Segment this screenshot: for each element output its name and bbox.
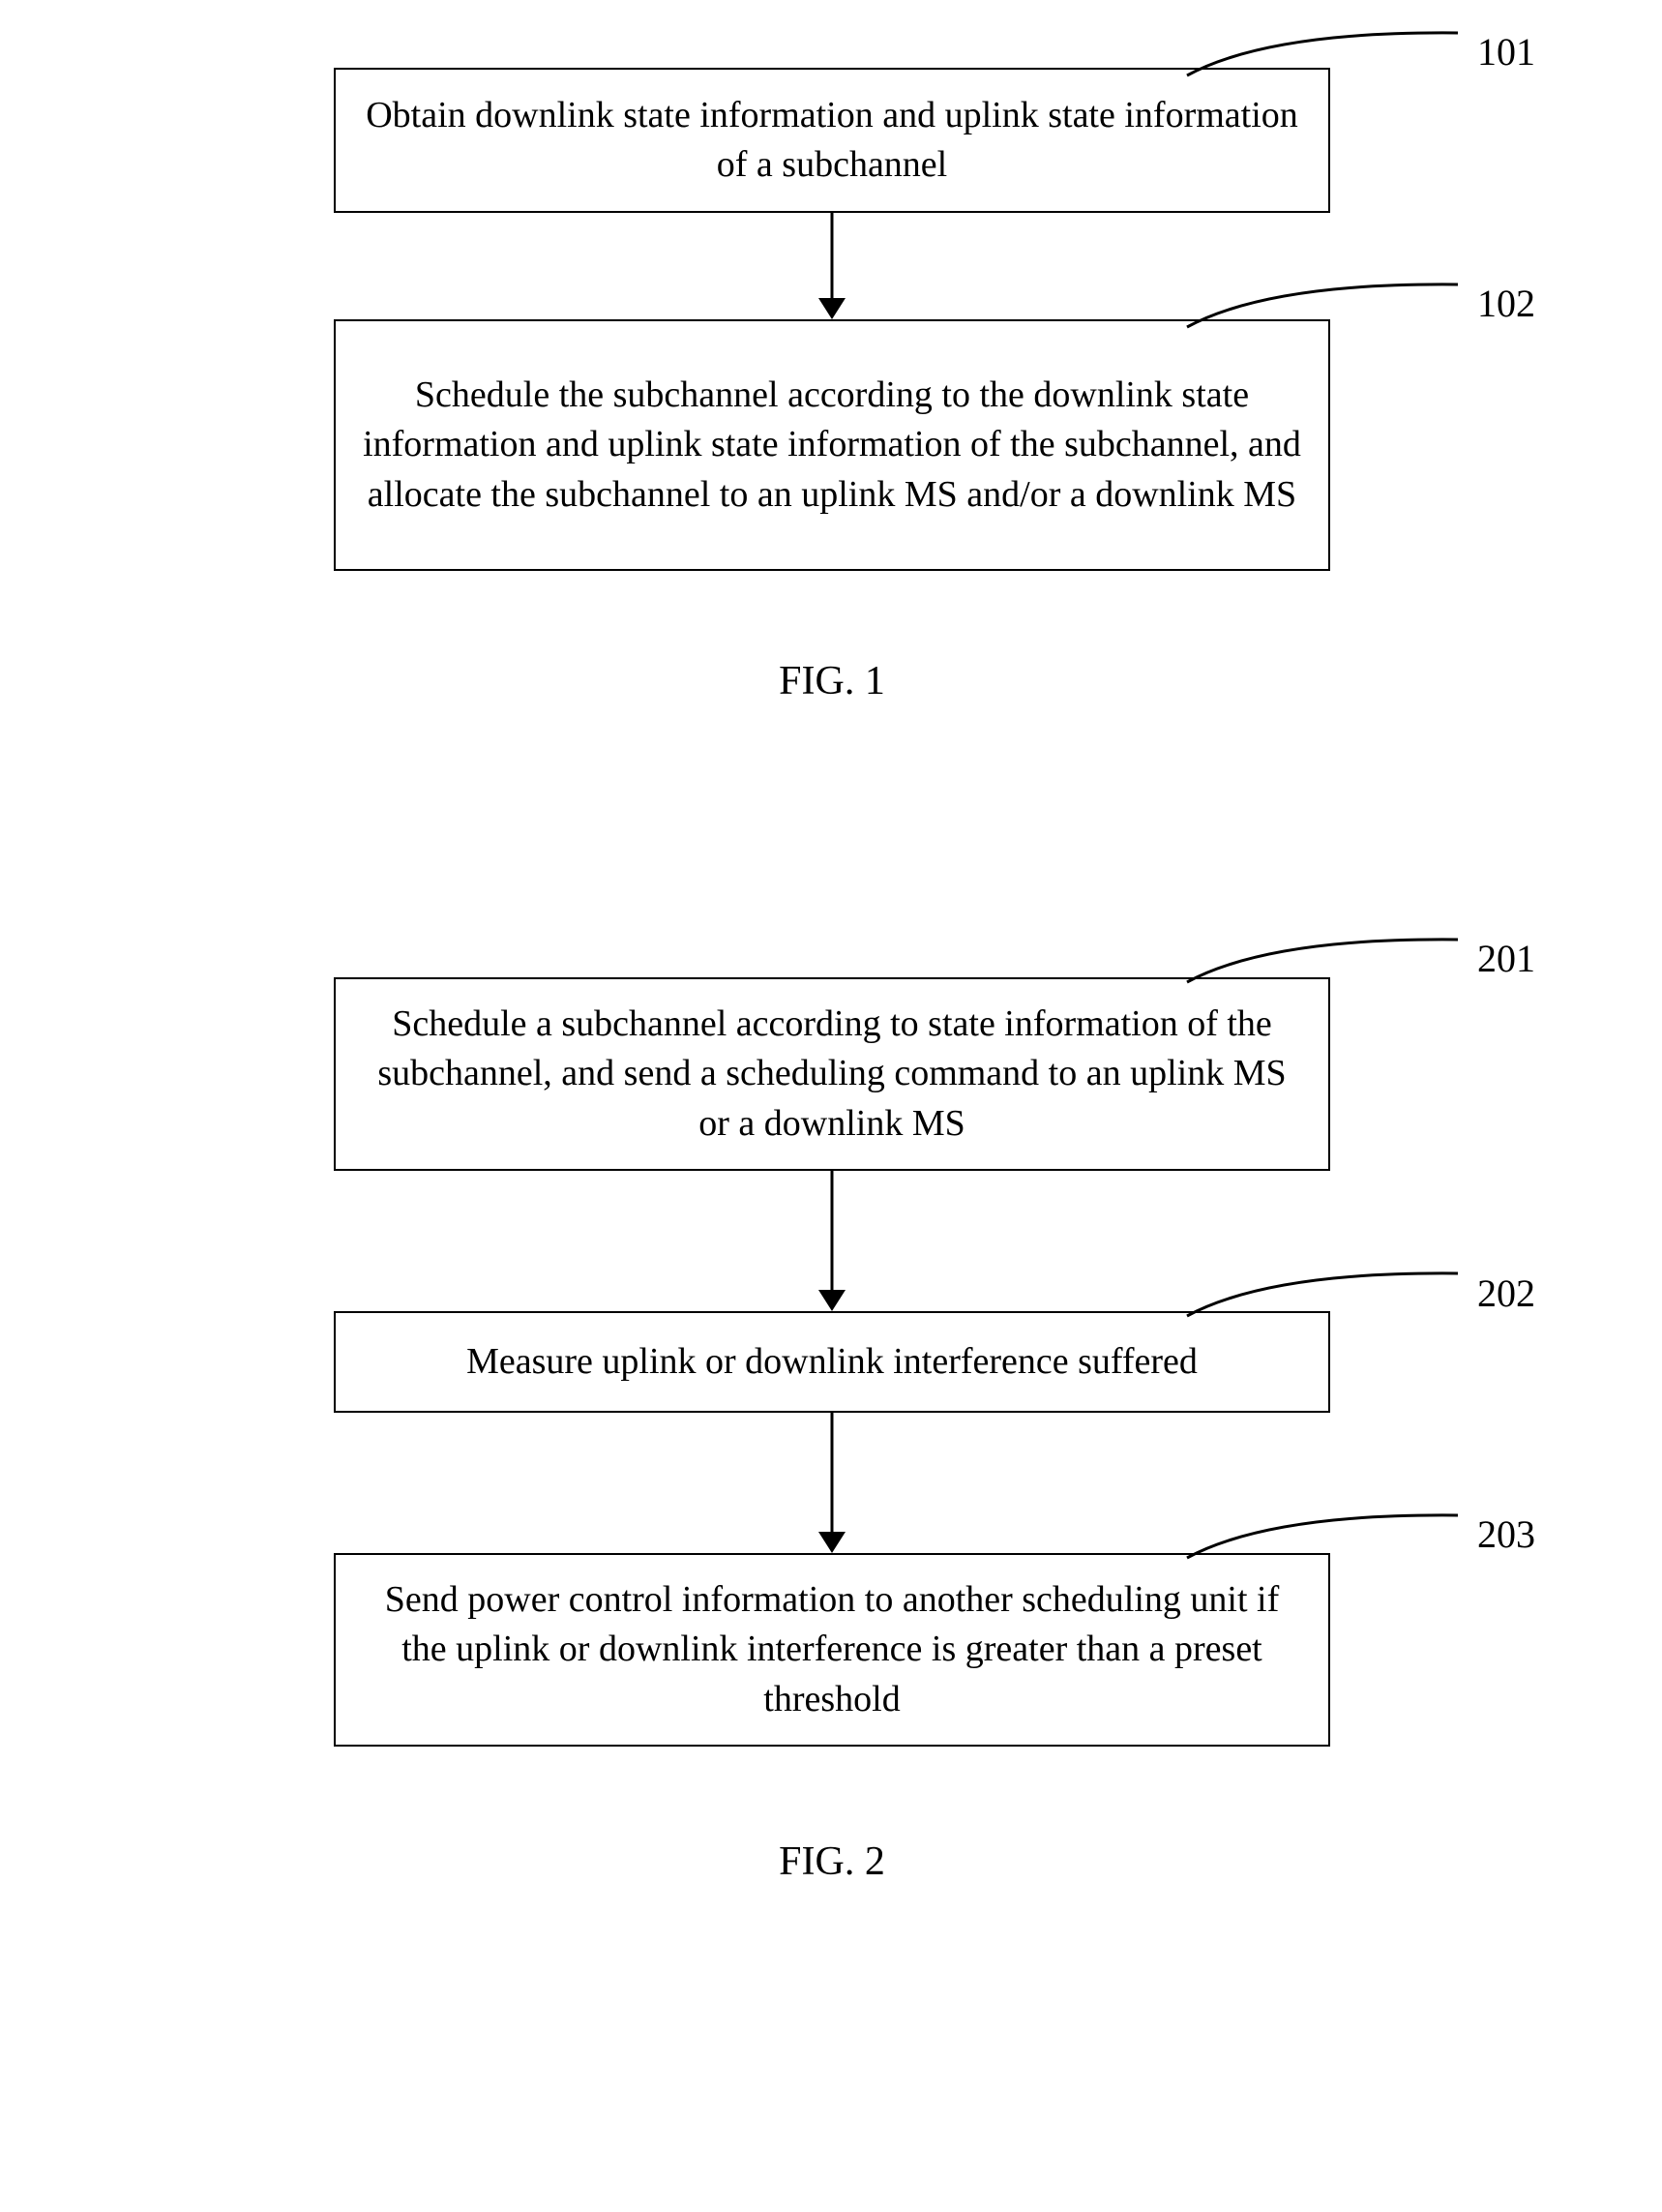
arrow-line-icon (831, 1171, 834, 1294)
figure-2-caption: FIG. 2 (779, 1838, 885, 1885)
connector-101-102 (813, 213, 851, 319)
flowchart-node-102: Schedule the subchannel according to the… (334, 319, 1330, 571)
callout-curve-icon (1182, 19, 1492, 87)
callout-curve-icon (1182, 1260, 1492, 1328)
arrow-head-icon (818, 1290, 846, 1311)
figure-1-container: Obtain downlink state information and up… (174, 68, 1490, 704)
callout-201-label: 201 (1477, 936, 1535, 981)
node-102-text: Schedule the subchannel according to the… (359, 371, 1305, 520)
node-202-text: Measure uplink or downlink interference … (466, 1337, 1198, 1387)
callout-101-label: 101 (1477, 29, 1535, 75)
callout-curve-icon (1182, 926, 1492, 994)
figure-1-caption: FIG. 1 (779, 658, 885, 704)
callout-202-label: 202 (1477, 1270, 1535, 1316)
flowchart-node-202: Measure uplink or downlink interference … (334, 1311, 1330, 1413)
callout-curve-icon (1182, 271, 1492, 339)
callout-102-label: 102 (1477, 281, 1535, 326)
node-101-text: Obtain downlink state information and up… (359, 91, 1305, 191)
figure-2-container: Schedule a subchannel according to state… (174, 977, 1490, 1885)
arrow-line-icon (831, 1413, 834, 1536)
arrow-line-icon (831, 213, 834, 302)
connector-201-202 (813, 1171, 851, 1311)
flowchart-node-101: Obtain downlink state information and up… (334, 68, 1330, 213)
flowchart-node-203: Send power control information to anothe… (334, 1553, 1330, 1747)
callout-203-label: 203 (1477, 1511, 1535, 1557)
node-203-text: Send power control information to anothe… (359, 1575, 1305, 1724)
node-201-text: Schedule a subchannel according to state… (359, 1000, 1305, 1149)
connector-202-203 (813, 1413, 851, 1553)
arrow-head-icon (818, 298, 846, 319)
arrow-head-icon (818, 1532, 846, 1553)
flowchart-node-201: Schedule a subchannel according to state… (334, 977, 1330, 1171)
callout-curve-icon (1182, 1502, 1492, 1569)
